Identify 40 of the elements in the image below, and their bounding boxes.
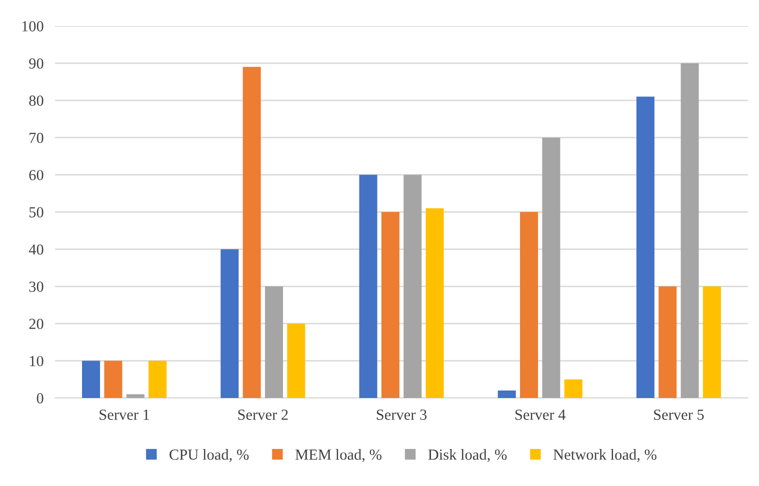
- legend-label: CPU load, %: [170, 449, 249, 462]
- bar: [520, 212, 538, 398]
- bar: [148, 360, 167, 398]
- x-tick-label: Server 5: [654, 410, 704, 420]
- y-tick-label: 40: [28, 244, 44, 255]
- bar: [542, 138, 560, 398]
- bar: [498, 390, 516, 398]
- bar: [564, 379, 582, 398]
- y-tick-label: 0: [36, 393, 44, 404]
- bar: [82, 360, 100, 398]
- x-tick-label: Server 4: [515, 410, 566, 420]
- y-tick-label: 20: [29, 318, 44, 330]
- y-tick-label: 60: [29, 170, 44, 180]
- legend-label: Disk load, %: [428, 449, 507, 462]
- bar: [126, 394, 144, 398]
- legend-label: MEM load, %: [295, 449, 382, 462]
- x-tick-label: Server 2: [238, 410, 288, 420]
- y-tick-label: 70: [30, 132, 44, 144]
- bar: [287, 324, 306, 398]
- bar: [359, 174, 378, 398]
- bar: [381, 212, 400, 398]
- x-tick-label: Server 1: [100, 410, 150, 420]
- bar: [104, 360, 122, 398]
- bar: [426, 208, 444, 398]
- x-tick-label: Server 3: [376, 410, 427, 420]
- bar: [242, 66, 261, 398]
- bar: [404, 174, 422, 398]
- bar: [220, 249, 239, 398]
- bar: [264, 286, 283, 398]
- bar: [658, 286, 677, 398]
- y-tick-label: 90: [29, 58, 44, 69]
- y-tick-label: 100: [22, 21, 44, 32]
- bar: [636, 96, 654, 398]
- bar: [702, 286, 721, 398]
- bar: [680, 63, 699, 398]
- y-tick-label: 80: [29, 96, 44, 106]
- y-tick-label: 50: [30, 207, 44, 218]
- y-tick-label: 10: [30, 356, 44, 366]
- legend-label: Network load, %: [553, 449, 656, 462]
- y-tick-label: 30: [29, 282, 44, 292]
